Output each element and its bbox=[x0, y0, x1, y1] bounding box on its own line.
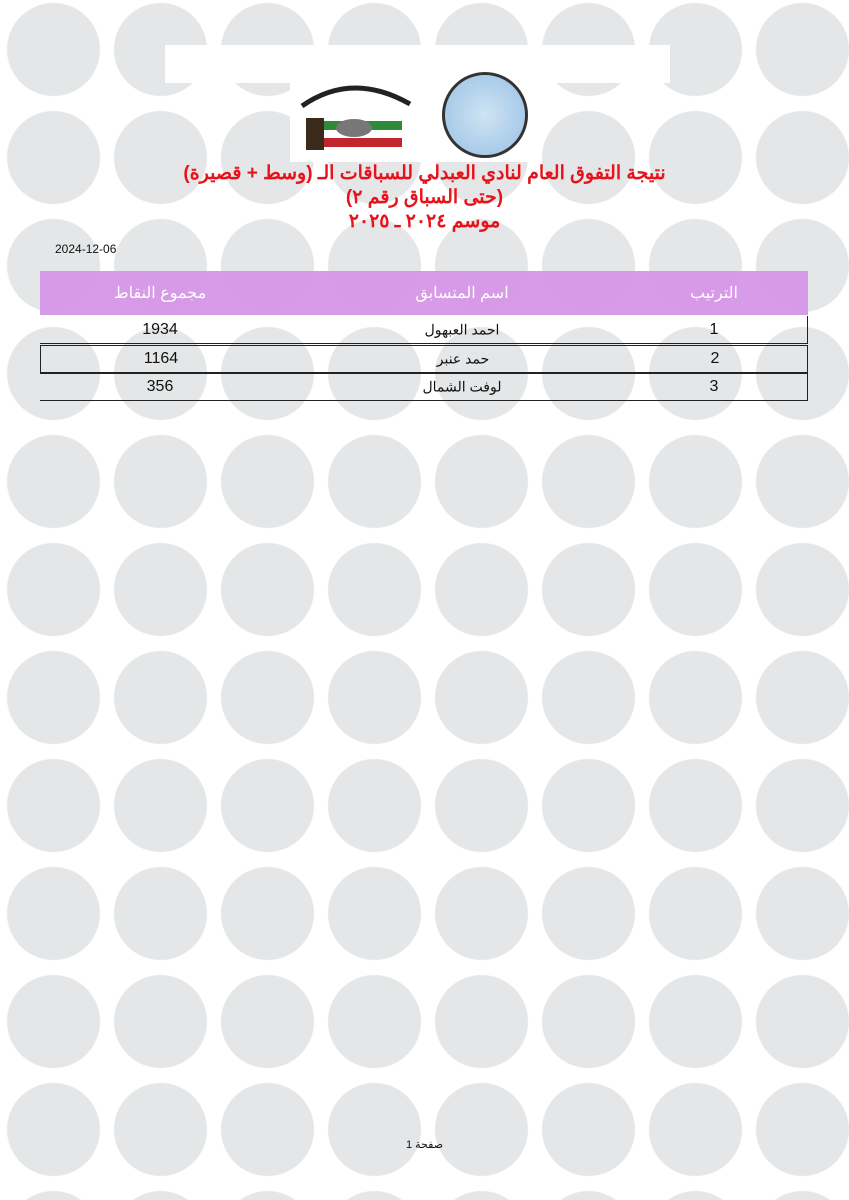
page-number: صفحة 1 bbox=[405, 1139, 444, 1151]
rank-cell: 2 bbox=[710, 350, 720, 367]
name-cell: احمد العبهول bbox=[424, 321, 500, 337]
name-cell: لوفت الشمال bbox=[422, 378, 502, 395]
column-points: مجموع النقاط bbox=[113, 285, 207, 302]
page-subtitle: (حتى السباق رقم ٢) bbox=[345, 187, 504, 208]
page-title: نتيجة التفوق العام لنادي العبدلي للسباقا… bbox=[183, 163, 666, 184]
column-name: اسم المتسابق bbox=[415, 285, 509, 302]
table-row: 2 حمد عنبر 1164 bbox=[40, 345, 808, 373]
season-label: موسم ٢٠٢٤ ـ ٢٠٢٥ bbox=[348, 211, 501, 232]
points-cell: 1164 bbox=[143, 350, 179, 367]
table-header: الترتيب اسم المتسابق مجموع النقاط bbox=[40, 271, 808, 315]
rank-cell: 3 bbox=[709, 378, 719, 395]
column-rank: الترتيب bbox=[690, 285, 738, 302]
name-cell: حمد عنبر bbox=[436, 350, 490, 367]
club-logo bbox=[300, 85, 412, 150]
points-cell: 1934 bbox=[142, 320, 178, 338]
table-row: 3 لوفت الشمال 356 bbox=[40, 373, 808, 401]
report-date: 2024-12-06 bbox=[55, 242, 117, 256]
rank-cell: 1 bbox=[709, 320, 719, 338]
federation-logo bbox=[442, 72, 528, 158]
table-row: 1 احمد العبهول 1934 bbox=[40, 316, 808, 344]
points-cell: 356 bbox=[146, 378, 174, 395]
logos bbox=[290, 70, 540, 162]
